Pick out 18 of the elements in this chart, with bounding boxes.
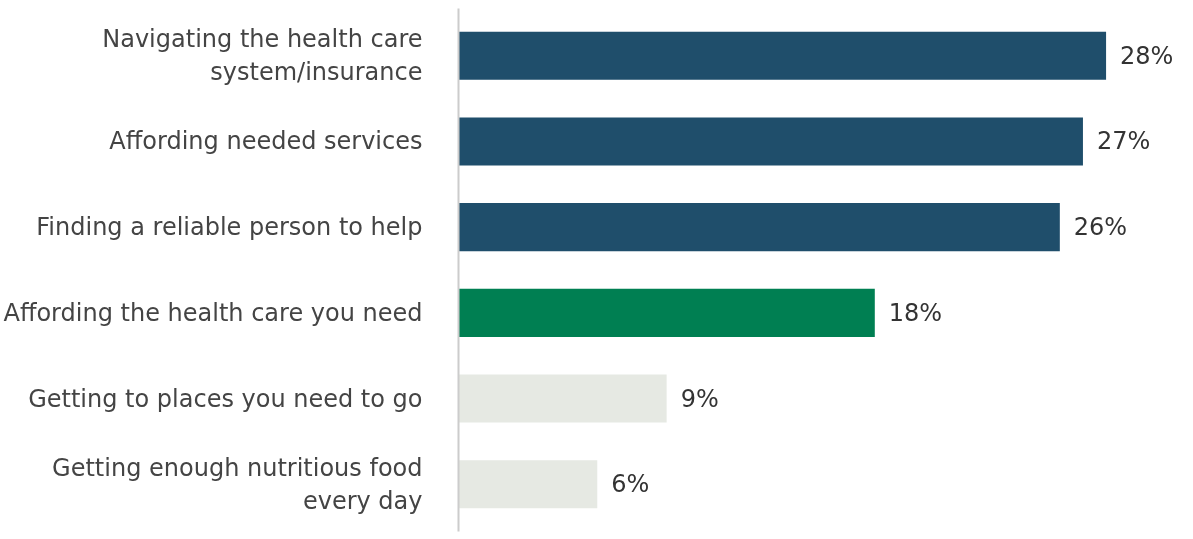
y-tick-label: Getting to places you need to go xyxy=(28,384,423,413)
data-label: 26% xyxy=(1073,213,1128,242)
y-tick-label: Finding a reliable person to help xyxy=(36,213,423,242)
bar xyxy=(458,374,667,423)
bar xyxy=(458,288,875,337)
data-label: 18% xyxy=(888,298,943,327)
y-tick-label: Navigating the health care system/insurance xyxy=(102,24,423,87)
bar xyxy=(458,31,1107,80)
bar xyxy=(458,117,1083,166)
y-tick-label: Affording the health care you need xyxy=(3,298,423,327)
data-label: 9% xyxy=(680,384,719,413)
data-label: 6% xyxy=(611,470,650,499)
data-label: 28% xyxy=(1120,41,1174,70)
data-label: 27% xyxy=(1096,127,1151,156)
bar xyxy=(458,203,1060,252)
y-tick-label: Affording needed services xyxy=(109,127,423,156)
bar xyxy=(458,460,598,509)
y-tick-label: Getting enough nutritious food every day xyxy=(52,453,423,516)
